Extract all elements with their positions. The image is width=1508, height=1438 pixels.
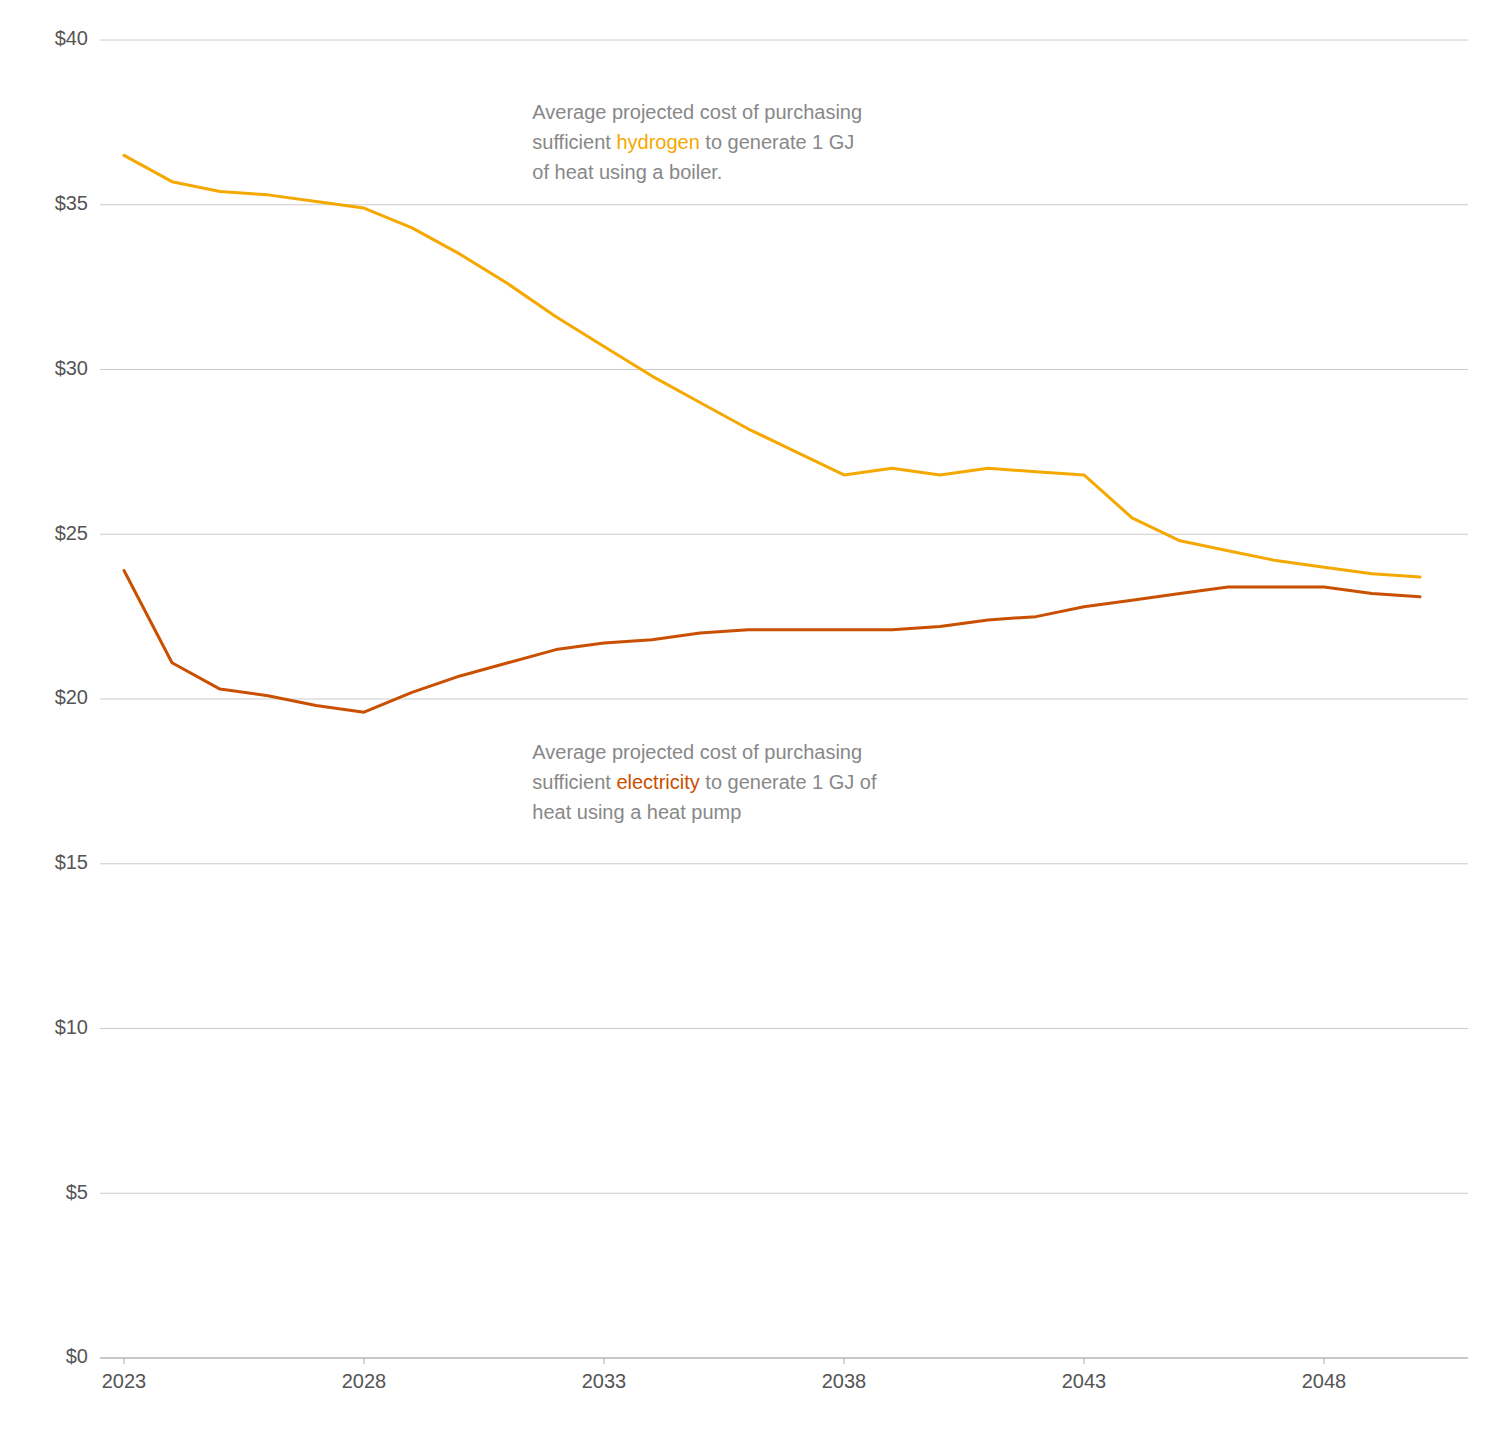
y-axis: $0 $5 $10 $15 $20 $25 $30 $35 $40 xyxy=(55,27,88,1367)
x-tick-label: 2038 xyxy=(822,1370,867,1392)
plot-area xyxy=(124,155,1420,712)
annotation-line: heat using a heat pump xyxy=(532,801,741,823)
y-tick-label: $10 xyxy=(55,1016,88,1038)
x-tick xyxy=(124,1358,125,1364)
x-tick xyxy=(1324,1358,1325,1364)
grid-line xyxy=(100,369,1468,370)
grid-line xyxy=(100,863,1468,864)
x-axis: 2023 2028 2033 2038 2043 2048 xyxy=(100,1358,1468,1392)
annotation-text: to generate 1 GJ of xyxy=(700,771,877,793)
annotation-line: sufficient electricity to generate 1 GJ … xyxy=(532,771,877,793)
x-tick xyxy=(1084,1358,1085,1364)
annotations: Average projected cost of purchasing suff… xyxy=(532,101,877,822)
grid-line xyxy=(100,40,1468,41)
y-tick-label: $40 xyxy=(55,27,88,49)
y-tick-label: $5 xyxy=(66,1181,88,1203)
annotation-highlight: electricity xyxy=(616,771,699,793)
y-tick-label: $0 xyxy=(66,1345,88,1367)
x-tick-label: 2048 xyxy=(1302,1370,1347,1392)
x-tick-label: 2028 xyxy=(342,1370,387,1392)
grid-line xyxy=(100,699,1468,700)
series-line xyxy=(124,571,1420,713)
annotation-line: Average projected cost of purchasing xyxy=(532,101,862,123)
background xyxy=(0,0,1508,1438)
grid-line xyxy=(100,534,1468,535)
y-tick-label: $30 xyxy=(55,357,88,379)
grid-line xyxy=(100,1358,1468,1359)
x-tick-label: 2033 xyxy=(582,1370,627,1392)
annotation-line: Average projected cost of purchasing xyxy=(532,741,862,763)
annotation-line: of heat using a boiler. xyxy=(532,161,722,183)
grid-line xyxy=(100,1193,1468,1194)
x-tick xyxy=(844,1358,845,1364)
chart: $0 $5 $10 $15 $20 $25 $30 $35 $40 2023 2028 2033 203… xyxy=(0,0,1508,1438)
series-line xyxy=(124,155,1420,577)
grid-line xyxy=(100,204,1468,205)
y-tick-label: $20 xyxy=(55,686,88,708)
x-tick-label: 2043 xyxy=(1062,1370,1107,1392)
annotation-line: sufficient hydrogen to generate 1 GJ xyxy=(532,131,854,153)
grid-line xyxy=(100,1028,1468,1029)
y-tick-label: $25 xyxy=(55,522,88,544)
x-tick-label: 2023 xyxy=(102,1370,147,1392)
annotation-text: to generate 1 GJ xyxy=(700,131,855,153)
annotation-text: sufficient xyxy=(532,131,616,153)
x-axis-line xyxy=(100,1358,1468,1359)
x-tick xyxy=(364,1358,365,1364)
y-grid xyxy=(100,40,1468,1358)
annotation-text: sufficient xyxy=(532,771,616,793)
y-tick-label: $15 xyxy=(55,851,88,873)
annotation-highlight: hydrogen xyxy=(616,131,699,153)
x-tick xyxy=(604,1358,605,1364)
y-tick-label: $35 xyxy=(55,192,88,214)
